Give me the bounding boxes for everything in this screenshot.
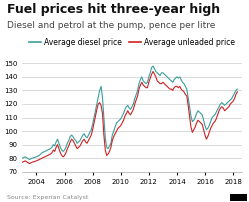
Text: Source: Experian Catalyst: Source: Experian Catalyst <box>7 195 89 200</box>
Text: Diesel and petrol at the pump, pence per litre: Diesel and petrol at the pump, pence per… <box>7 21 216 30</box>
Text: BBC: BBC <box>232 195 246 200</box>
Legend: Average diesel price, Average unleaded price: Average diesel price, Average unleaded p… <box>26 35 238 50</box>
Text: Fuel prices hit three-year high: Fuel prices hit three-year high <box>7 3 221 16</box>
